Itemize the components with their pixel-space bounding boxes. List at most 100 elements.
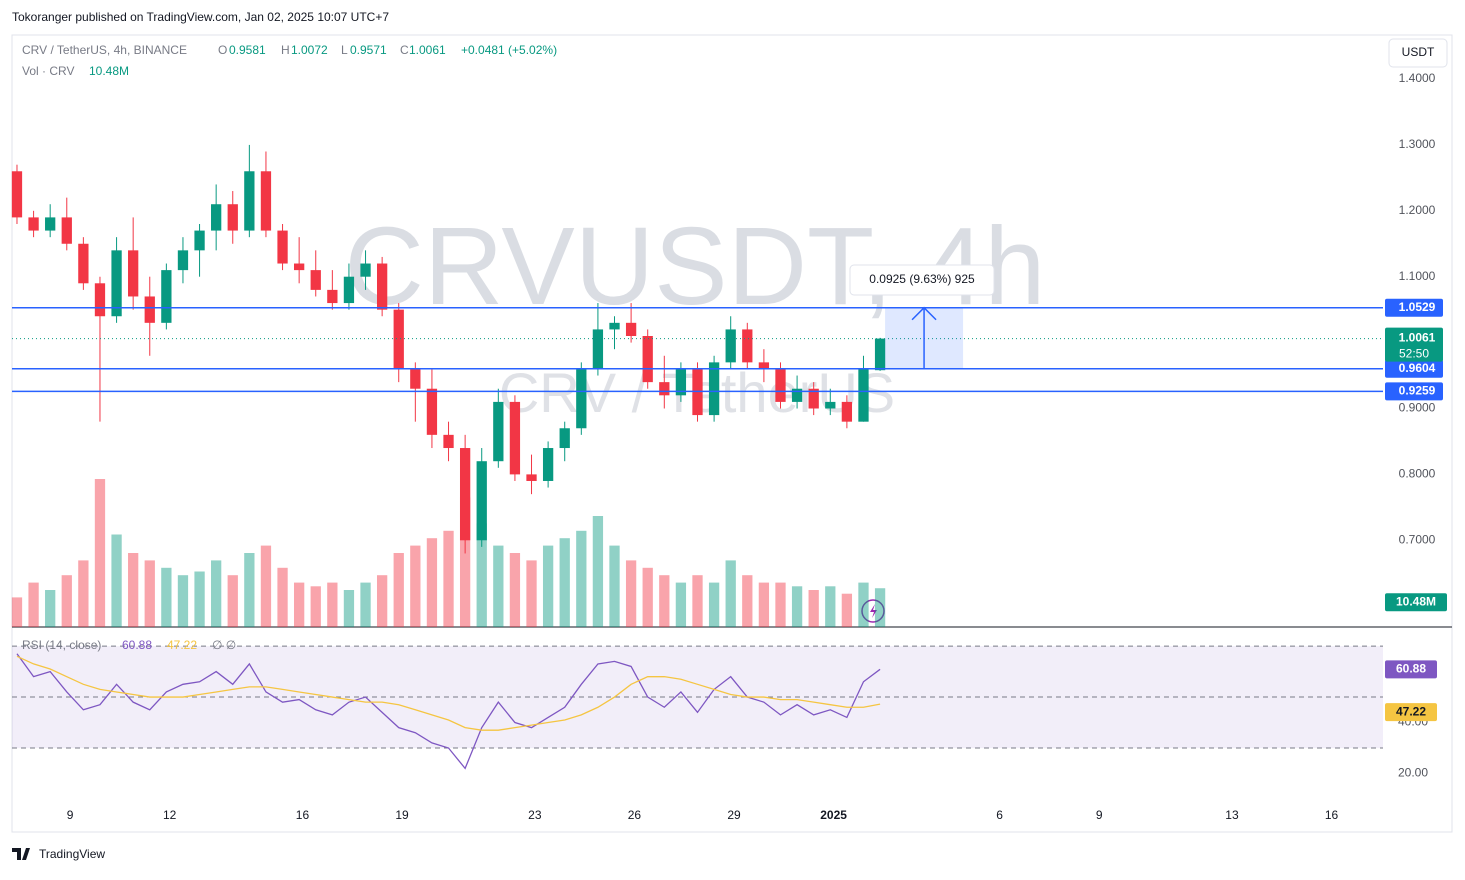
candle-body <box>410 368 421 389</box>
y-tick-label: 0.8000 <box>1399 467 1436 481</box>
measure-arrow <box>911 306 937 369</box>
volume-bar <box>94 479 106 627</box>
volume-bar <box>592 516 604 627</box>
volume-bar <box>177 575 189 627</box>
candle-body <box>609 322 620 330</box>
volume-bar <box>526 560 537 627</box>
y-tick-label: 0.9000 <box>1399 401 1436 415</box>
frame <box>11 34 1453 833</box>
x-tick-label: 9 <box>1096 808 1103 822</box>
candle-body <box>443 434 454 449</box>
x-tick-label: 23 <box>528 808 542 822</box>
x-tick-label: 6 <box>996 808 1003 822</box>
candle-body <box>791 388 803 402</box>
volume-bar <box>725 560 736 627</box>
alert-bolt <box>870 604 877 618</box>
volume-tag <box>1385 593 1447 612</box>
y-tick-label: 1.3000 <box>1399 137 1436 151</box>
volume-bar <box>211 560 222 627</box>
volume-bar <box>742 575 753 627</box>
volume-name: Vol · CRV <box>22 64 74 78</box>
candle-body <box>310 270 321 290</box>
candle-body <box>11 171 23 218</box>
x-tick-label: 12 <box>163 808 177 822</box>
candle-body <box>742 329 753 363</box>
x-tick-label: 16 <box>296 808 310 822</box>
x-tick-label: 19 <box>395 808 409 822</box>
volume-tag-label: 10.48M <box>1396 594 1436 608</box>
currency[interactable]: USDT <box>1402 45 1435 59</box>
c-label: C <box>400 43 409 57</box>
volume-bar <box>476 523 487 627</box>
candle-body <box>211 204 222 231</box>
h-line-tag <box>1385 298 1443 317</box>
change: +0.0481 (+5.02%) <box>461 43 557 57</box>
volume-bar <box>692 575 703 627</box>
measure-label-box <box>849 264 995 296</box>
candle-body <box>260 171 272 231</box>
volume-bar <box>609 545 620 627</box>
volume-bar <box>194 571 205 627</box>
h-line-label: 0.9259 <box>1399 384 1436 398</box>
volume-bar <box>542 545 554 627</box>
h-line-tag <box>1385 359 1443 378</box>
h-line-tag <box>1385 382 1443 401</box>
volume-bar <box>791 586 803 627</box>
candle-body <box>144 296 155 323</box>
volume-bar <box>426 538 438 627</box>
candle-body <box>758 362 770 369</box>
candle-body <box>542 448 554 481</box>
candle-body <box>476 461 487 541</box>
rsi-tag-label: 47.22 <box>1396 704 1426 718</box>
volume-bar <box>659 575 670 627</box>
candle-body <box>841 401 853 422</box>
candle-body <box>526 474 537 481</box>
candle-body <box>161 270 172 323</box>
y-tick-label: 1.4000 <box>1399 71 1436 85</box>
candle-body <box>78 243 89 284</box>
volume-value: 10.48M <box>89 64 129 78</box>
volume-bar <box>509 553 521 627</box>
candle-body <box>244 171 255 231</box>
legend: CRV / TetherUS, 4h, BINANCE O 0.9581 H 1… <box>22 43 557 652</box>
volume-bar <box>825 586 836 627</box>
volume-bar <box>28 582 39 627</box>
candle-body <box>177 250 189 271</box>
candle-body <box>45 217 56 231</box>
candle-body <box>28 217 39 231</box>
x-tick-label: 16 <box>1325 808 1339 822</box>
published: Tokoranger published on TradingView.com,… <box>12 10 389 24</box>
candle-body <box>360 263 371 277</box>
rsi-tag <box>1385 703 1437 722</box>
candle-body <box>808 388 819 409</box>
volume-bar <box>459 497 471 627</box>
rsi-tick-label: 20.00 <box>1398 766 1428 780</box>
volume-bar <box>11 597 23 627</box>
volume-bar <box>277 567 288 627</box>
rsi-tag <box>1385 660 1437 679</box>
candle-body <box>642 336 653 383</box>
volume-bar <box>310 586 321 627</box>
volume-bar <box>858 582 869 627</box>
volume-bar <box>327 582 338 627</box>
volume-bar <box>708 582 720 627</box>
o-label: O <box>218 43 227 57</box>
rsi-bands <box>12 645 1383 749</box>
candle-body <box>559 428 570 449</box>
y-tick-label: 1.1000 <box>1399 269 1436 283</box>
o-value: 0.9581 <box>229 43 266 57</box>
volume-bar <box>841 593 853 627</box>
l-label: L <box>341 43 348 57</box>
candle-body <box>426 388 438 435</box>
price-label: 1.0061 <box>1399 331 1436 345</box>
price-tag <box>1385 327 1443 362</box>
volume-bar <box>227 575 238 627</box>
volume-bar <box>443 530 454 627</box>
candle-body <box>194 230 205 251</box>
y-tick-label: 0.7000 <box>1399 532 1436 546</box>
currency-button[interactable] <box>1388 38 1448 68</box>
rsi-ma-value: 47.22 <box>167 638 197 652</box>
volume-bar <box>360 582 371 627</box>
candle-body <box>227 204 238 231</box>
